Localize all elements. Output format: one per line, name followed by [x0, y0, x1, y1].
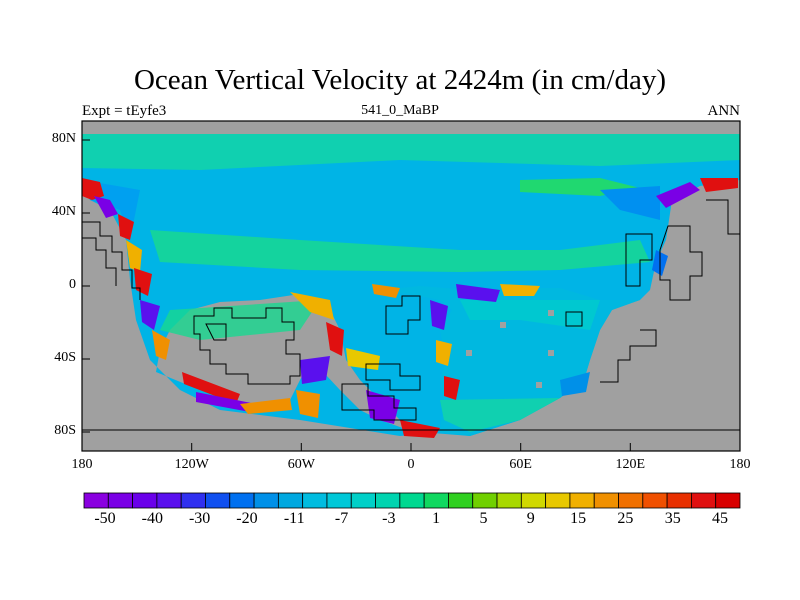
colorbar-swatch — [496, 492, 522, 509]
colorbar-swatch — [83, 492, 109, 509]
x-tick-label: 180 — [729, 457, 751, 472]
y-tick-label: 80S — [54, 423, 76, 438]
colorbar-label: -20 — [236, 510, 258, 527]
colorbar-swatch — [180, 492, 206, 509]
colorbar-swatch — [229, 492, 255, 509]
colorbar-swatch — [472, 492, 498, 509]
experiment-label: Expt = tEyfe3 — [82, 103, 167, 119]
y-tick-label: 40N — [51, 204, 76, 219]
colorbar-label: -11 — [283, 510, 305, 527]
colorbar-label: -7 — [334, 510, 349, 527]
colorbar-swatch — [666, 492, 692, 509]
colorbar-swatch — [545, 492, 571, 509]
colorbar-swatch — [520, 492, 547, 509]
figure-title: Ocean Vertical Velocity at 2424m (in cm/… — [133, 64, 667, 96]
x-tick-label: 60E — [509, 457, 532, 472]
colorbar-label: 35 — [664, 510, 681, 527]
colorbar-swatch — [253, 492, 279, 509]
colorbar-swatch — [691, 492, 717, 509]
colorbar-swatch — [618, 492, 644, 509]
y-tick-label: 40S — [54, 350, 76, 365]
colorbar-label: -50 — [94, 510, 116, 527]
coastlines — [82, 199, 740, 431]
colorbar-swatch — [593, 492, 619, 509]
colorbar-label: -30 — [188, 510, 211, 527]
colorbar-label: 25 — [617, 510, 634, 527]
colorbar-label: 45 — [712, 510, 728, 527]
y-tick-label: 80N — [51, 131, 76, 146]
colorbar-label: 15 — [570, 510, 587, 527]
season-label: ANN — [707, 103, 741, 119]
y-tick-label: 0 — [69, 277, 76, 292]
colorbar-swatch — [326, 492, 352, 509]
colorbar-swatch — [156, 492, 182, 509]
x-tick-label: 120E — [615, 457, 646, 472]
colorbar-swatch — [399, 492, 425, 509]
x-tick-label: 180 — [71, 457, 93, 472]
colorbar-label: 5 — [479, 510, 488, 527]
colorbar-swatch — [132, 492, 158, 509]
time-label: 541_0_MaBP — [361, 103, 439, 118]
colorbar — [83, 492, 741, 509]
colorbar-label: 9 — [526, 510, 535, 527]
colorbar-label: -40 — [141, 510, 163, 527]
colorbar-swatch — [302, 492, 328, 509]
colorbar-label: -3 — [382, 510, 396, 527]
colorbar-label: 1 — [432, 510, 441, 527]
x-tick-label: 0 — [407, 457, 415, 472]
tick-marks — [81, 139, 741, 451]
colorbar-swatch — [715, 492, 741, 509]
colorbar-swatch — [423, 492, 449, 509]
colorbar-swatch — [350, 492, 376, 509]
colorbar-swatch — [277, 492, 304, 509]
colorbar-swatch — [569, 492, 595, 509]
colorbar-swatch — [642, 492, 668, 509]
ocean-field — [82, 134, 740, 436]
colorbar-swatch — [205, 492, 231, 509]
colorbar-swatch — [375, 492, 401, 509]
island-markers — [466, 310, 554, 388]
x-tick-label: 60W — [287, 457, 315, 472]
colorbar-swatch — [448, 492, 474, 509]
colorbar-swatch — [107, 492, 133, 509]
x-tick-label: 120W — [174, 457, 209, 472]
